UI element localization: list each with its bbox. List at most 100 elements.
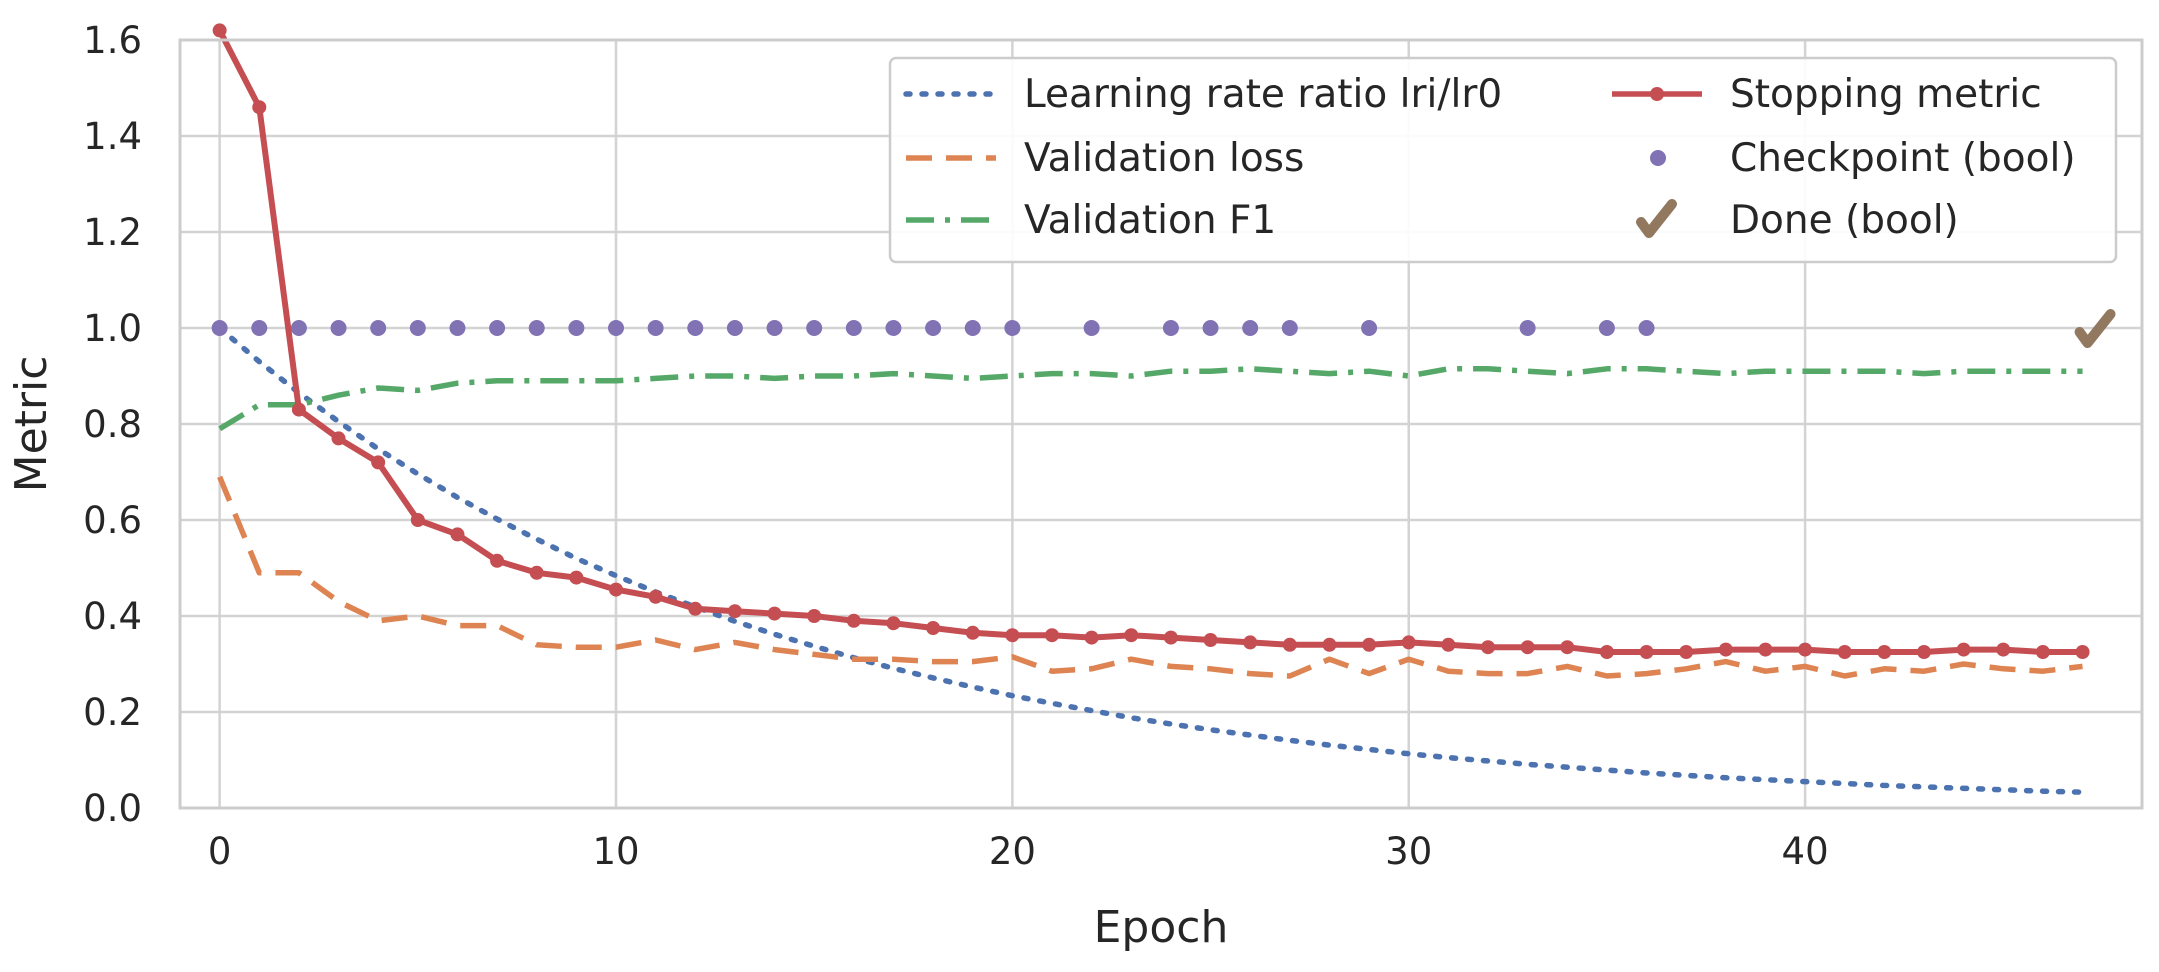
done-marker — [2074, 309, 2116, 348]
stopping-metric-point — [767, 606, 782, 621]
series-learning-rate-ratio-lri-lr0 — [216, 325, 2086, 795]
stopping-metric-point — [1599, 645, 1614, 659]
checkpoint-point — [1004, 320, 1021, 336]
checkpoint-point — [211, 320, 228, 336]
checkpoint-point — [1242, 320, 1259, 336]
checkpoint-point — [1162, 320, 1179, 336]
stopping-metric-point — [569, 570, 584, 585]
stopping-metric-point — [291, 402, 306, 417]
checkpoint-point — [647, 320, 664, 336]
stopping-metric-point — [1005, 628, 1020, 643]
stopping-metric-point — [1837, 645, 1852, 659]
series-stopping-metric — [212, 23, 2090, 659]
x-tick-label: 30 — [1385, 830, 1432, 873]
stopping-metric-point — [1996, 642, 2011, 657]
legend-label: Validation loss — [1024, 136, 1304, 181]
legend-label: Validation F1 — [1024, 198, 1276, 243]
checkpoint-point — [251, 320, 268, 336]
y-tick-label: 0.6 — [83, 499, 142, 542]
stopping-metric-point — [1481, 640, 1495, 655]
legend-label: Learning rate ratio lri/lr0 — [1024, 72, 1502, 117]
checkpoint-point — [608, 320, 624, 336]
stopping-metric-point — [1401, 635, 1416, 650]
stopping-metric-point — [529, 565, 544, 580]
legend-item-learning-rate-ratio-lri-lr0: Learning rate ratio lri/lr0 — [903, 72, 1502, 117]
stopping-metric-point — [965, 625, 980, 640]
legend-label: Checkpoint (bool) — [1730, 136, 2076, 181]
stopping-metric-point — [1798, 642, 1813, 657]
series-line — [218, 366, 2083, 432]
legend-item-validation-f1: Validation F1 — [906, 198, 1276, 243]
y-tick-label: 1.4 — [83, 115, 142, 158]
stopping-metric-point — [1877, 645, 1892, 659]
series-validation-loss — [217, 475, 2083, 679]
checkpoint-point — [925, 320, 942, 336]
series-layer — [211, 23, 2116, 795]
stopping-metric-point — [1758, 642, 1773, 657]
x-tick-label: 20 — [989, 830, 1036, 873]
series-done-bool — [2074, 309, 2116, 348]
checkpoint-point — [1638, 320, 1655, 336]
legend-item-done-bool: Done (bool) — [1636, 198, 1959, 243]
stopping-metric-point — [807, 609, 822, 623]
legend-item-stopping-metric: Stopping metric — [1612, 72, 2042, 117]
stopping-metric-point — [1441, 637, 1456, 652]
checkpoint-point — [449, 320, 466, 336]
stopping-metric-point — [1362, 637, 1377, 652]
series-checkpoint-bool — [211, 320, 1655, 336]
stopping-metric-point — [1679, 645, 1694, 659]
checkpoint-point — [687, 320, 704, 336]
stopping-metric-point — [1282, 637, 1297, 652]
checkpoint-point — [964, 320, 981, 336]
series-line — [217, 475, 2083, 679]
y-tick-label: 0.0 — [83, 787, 142, 830]
legend-label: Done (bool) — [1730, 198, 1959, 243]
legend-swatch — [1636, 199, 1677, 238]
stopping-metric-point — [252, 100, 267, 115]
legend-swatch — [1650, 150, 1666, 166]
stopping-metric-point — [688, 601, 703, 616]
stopping-metric-point — [648, 589, 663, 604]
stopping-metric-point — [926, 621, 941, 635]
stopping-metric-point — [886, 616, 901, 631]
checkpoint-point — [568, 320, 585, 336]
stopping-metric-point — [1243, 635, 1258, 650]
checkpoint-point — [528, 320, 545, 336]
legend: Learning rate ratio lri/lr0 Validation lo… — [888, 56, 2118, 264]
stopping-metric-point — [846, 613, 861, 628]
y-tick-label: 1.2 — [83, 211, 142, 254]
tick-labels: 0.0 0.2 0.4 0.6 0.8 1.0 1.2 1.4 1.6 0 10 20 30 40 — [83, 19, 1828, 873]
y-tick-label: 1.0 — [83, 307, 142, 350]
stopping-metric-point — [1917, 645, 1931, 659]
checkpoint-point — [1598, 320, 1615, 336]
y-tick-label: 1.6 — [83, 19, 142, 62]
legend-item-checkpoint-bool: Checkpoint (bool) — [1650, 136, 2076, 181]
x-axis-label: Epoch — [1094, 902, 1229, 953]
checkpoint-point — [766, 320, 783, 336]
stopping-metric-point — [1322, 637, 1337, 652]
checkpoint-point — [806, 320, 823, 336]
stopping-metric-point — [1520, 640, 1535, 655]
checkpoint-point — [330, 320, 347, 336]
checkpoint-point — [370, 320, 387, 336]
plot-frame — [178, 38, 2144, 810]
y-tick-label: 0.8 — [83, 403, 142, 446]
checkpoint-point — [409, 320, 426, 336]
series-validation-f1 — [218, 366, 2083, 432]
x-tick-label: 40 — [1782, 830, 1829, 873]
stopping-metric-point — [1639, 645, 1654, 659]
checkpoint-point — [726, 320, 743, 336]
stopping-metric-point — [1163, 630, 1178, 645]
stopping-metric-point — [1124, 628, 1139, 643]
stopping-metric-point — [727, 604, 742, 619]
legend-label: Stopping metric — [1730, 72, 2042, 117]
legend-item-validation-loss: Validation loss — [906, 136, 1304, 181]
checkpoint-point — [489, 320, 506, 336]
stopping-metric-point — [1718, 642, 1733, 657]
checkpoint-point — [885, 320, 902, 336]
stopping-metric-point — [1084, 630, 1099, 645]
stopping-metric-point — [331, 431, 346, 446]
stopping-metric-point — [2035, 645, 2050, 659]
checkpoint-point — [1519, 320, 1536, 336]
